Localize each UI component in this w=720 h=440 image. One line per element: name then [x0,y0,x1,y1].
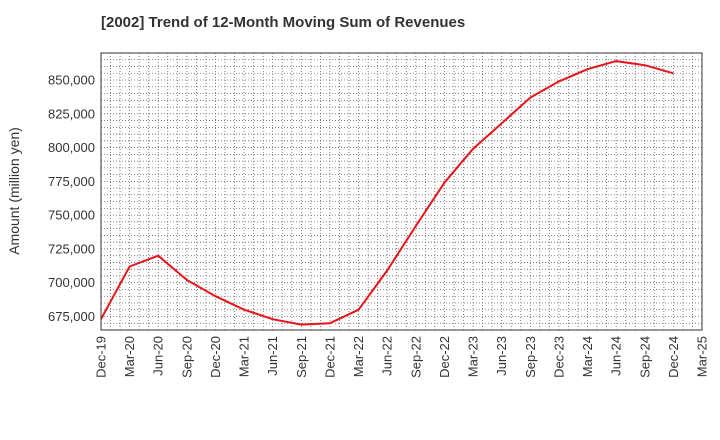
x-tick-label: Sep-24 [637,336,652,378]
x-tick-label: Sep-22 [408,336,423,378]
x-tick-label: Jun-20 [151,336,166,376]
grid-layer [101,53,702,331]
x-tick-label: Dec-20 [208,336,223,378]
y-tick-label: 725,000 [48,241,95,256]
plot-frame [100,52,703,331]
x-tick-label: Mar-24 [580,336,595,377]
plot-border [100,52,703,331]
x-tick-label: Jun-23 [494,336,509,376]
y-tick-label: 800,000 [48,140,95,155]
y-tick-label: 750,000 [48,208,95,223]
chart-title: [2002] Trend of 12-Month Moving Sum of R… [101,14,466,31]
x-tick-label: Jun-22 [380,336,395,376]
y-axis-label: Amount (million yen) [6,127,22,255]
x-tick-label: Sep-20 [179,336,194,378]
x-tick-label: Dec-23 [551,336,566,378]
x-tick-label: Jun-24 [609,336,624,376]
x-tick-label: Mar-21 [237,336,252,377]
x-tick-label: Mar-25 [695,336,710,377]
x-tick-labels: Dec-19 Mar-20 Jun-20 Sep-20 Dec-20 Mar-21 Jun-… [94,336,710,378]
x-tick-label: Dec-22 [437,336,452,378]
y-tick-label: 825,000 [48,106,95,121]
x-tick-label: Jun-21 [265,336,280,376]
x-tick-label: Dec-24 [666,336,681,378]
x-tick-label: Dec-21 [322,336,337,378]
revenue-series-line [100,60,674,326]
x-tick-label: Mar-20 [122,336,137,377]
y-tick-label: 775,000 [48,174,95,189]
series-layer [100,60,674,326]
y-tick-label: 850,000 [48,73,95,88]
y-tick-label: 675,000 [48,309,95,324]
x-tick-label: Mar-23 [466,336,481,377]
y-tick-labels: 675,000 700,000 725,000 750,000 775,000 800,0… [48,73,95,324]
x-tick-label: Mar-22 [351,336,366,377]
x-tick-label: Sep-23 [523,336,538,378]
x-tick-label: Sep-21 [294,336,309,378]
y-tick-label: 700,000 [48,275,95,290]
x-tick-label: Dec-19 [94,336,109,378]
